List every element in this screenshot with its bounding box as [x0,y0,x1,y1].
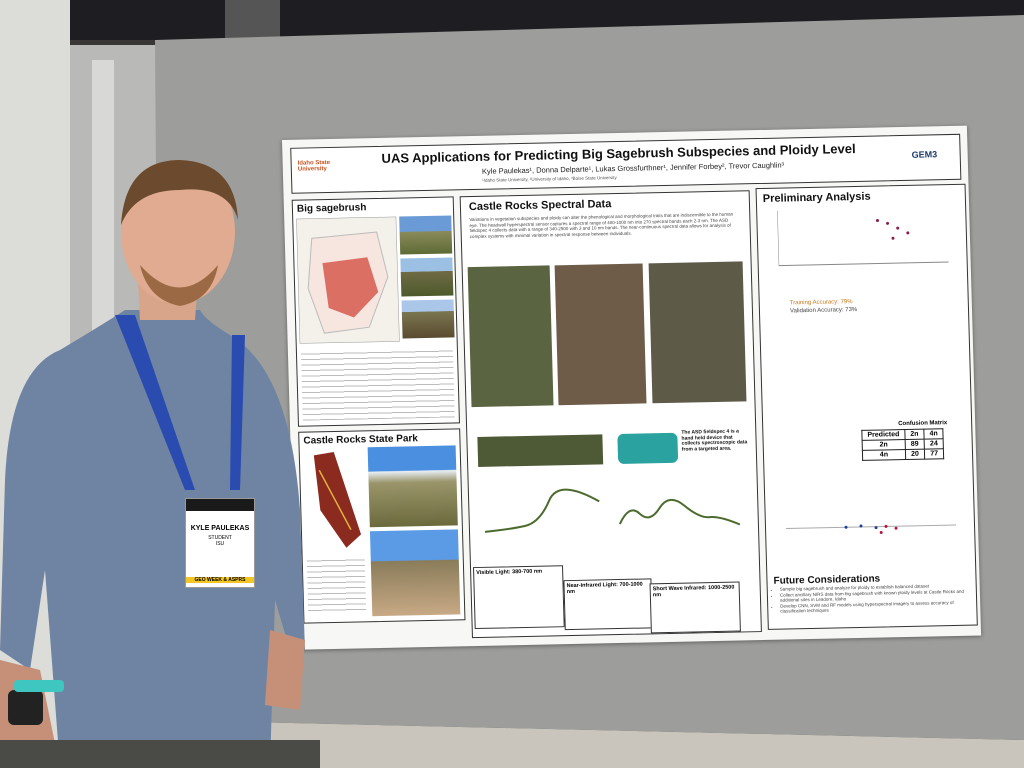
big-sagebrush-panel: Big sagebrush [291,196,460,427]
body-text: Variations in vegetation subspecies and … [469,211,734,239]
spectral-panel: Castle Rocks Spectral Data Variations in… [459,190,762,639]
training-accuracy: Training Accuracy: 79% [789,299,853,307]
section-heading: Preliminary Analysis [762,190,871,205]
badge-name: KYLE PAULEKAS [190,525,250,532]
matrix-cell: 4n [862,449,906,461]
band-box: Short Wave Infrared: 1000-2500 nm [649,581,741,634]
photo [369,529,461,617]
poster-title: UAS Applications for Predicting Big Sage… [381,140,856,166]
logo-right: GEM3 [911,149,938,160]
asd-note: The ASD fieldspec 4 is a hand held devic… [681,428,748,453]
photo [400,257,454,297]
pca-plot [777,210,949,267]
body-text [300,347,455,421]
matrix-header: 4n [923,428,944,440]
matrix-cell: 20 [905,449,925,460]
spectrum-plot [613,476,746,540]
spectrum-plot [478,479,609,542]
state-park-panel: Castle Rocks State Park [298,428,466,624]
aerial-image [477,434,604,467]
matrix-title: Confusion Matrix [898,420,948,428]
poster-header: Idaho State University UAS Applications … [290,133,962,194]
aerial-image [648,261,747,404]
section-heading: Castle Rocks Spectral Data [468,198,612,214]
band-box: Near-Infrared Light: 700-1000 nm [563,578,653,631]
badge-org: ISU [215,541,225,547]
confusion-matrix: Predicted 2n 4n 2n 89 24 4n 20 77 [861,428,944,461]
matrix-header: 2n [904,429,925,440]
band-box: Visible Light: 380-700 nm [472,565,565,630]
badge-role: STUDENT [208,535,232,541]
person [0,160,320,768]
photo [367,445,458,528]
matrix-cell: 77 [924,448,944,460]
future-list: Sample big sagebrush and analyze for plo… [768,583,976,615]
aerial-image [467,265,554,408]
name-badge: KYLE PAULEKAS STUDENT ISU GEO WEEK & ASP… [185,498,255,588]
matrix-cell: 89 [905,439,925,450]
poster-affiliations: ¹Idaho State University, ²University of … [482,174,617,183]
photo [401,299,455,339]
badge-header [186,499,254,511]
preliminary-panel: Preliminary Analysis Training Accuracy: … [755,183,978,630]
asd-device [617,432,679,465]
photo [399,215,453,255]
badge-event: GEO WEEK & ASPRS [186,577,254,583]
matrix-cell: 24 [924,438,944,450]
range-map [296,216,400,344]
aerial-image [554,263,647,406]
poster: Idaho State University UAS Applications … [282,125,982,650]
site-map [313,451,362,548]
scatter-plot [786,524,957,535]
section-heading: Castle Rocks State Park [303,433,419,447]
validation-accuracy: Validation Accuracy: 73% [789,306,858,315]
